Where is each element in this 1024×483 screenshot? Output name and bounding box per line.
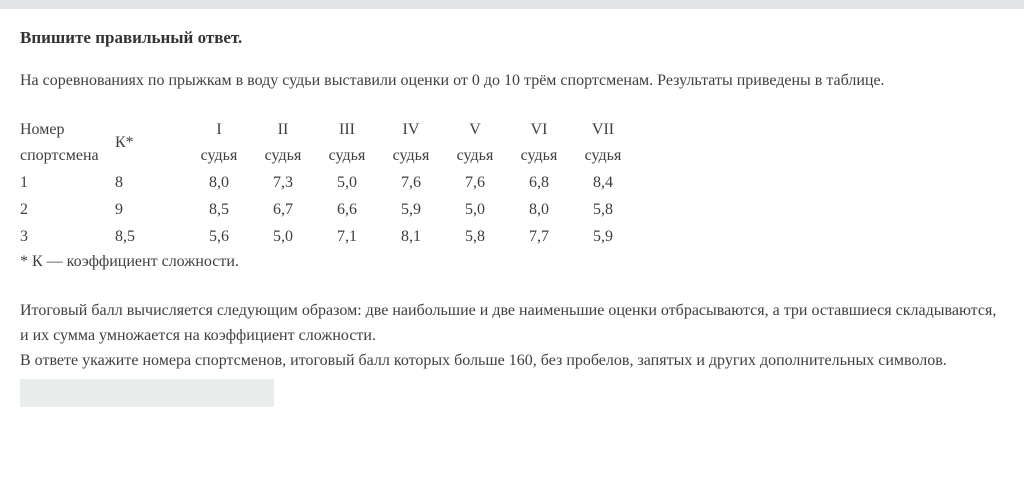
score-cell: 7,6 (465, 174, 485, 191)
score-cell: 6,6 (337, 201, 357, 218)
table-row: 3 8,5 5,6 5,0 7,1 8,1 5,8 7,7 5,9 (20, 223, 635, 250)
score-cell: 7,1 (337, 228, 357, 245)
score-cell: 6,8 (529, 174, 549, 191)
judge-numeral: VI (530, 121, 548, 138)
col-header-judge: VII судья (571, 117, 635, 169)
score-cell: 5,0 (337, 174, 357, 191)
judge-numeral: I (216, 121, 222, 138)
judge-label: судья (392, 147, 430, 164)
k-coefficient-cell: 9 (115, 201, 123, 218)
score-cell: 5,9 (401, 201, 421, 218)
col-header-judge: II судья (251, 117, 315, 169)
question-content: Впишите правильный ответ. На соревновани… (0, 9, 1024, 407)
score-cell: 5,6 (209, 228, 229, 245)
score-cell: 5,0 (465, 201, 485, 218)
score-cell: 6,7 (273, 201, 293, 218)
col-header-judge: VI судья (507, 117, 571, 169)
explanation-line: В ответе укажите номера спортсменов, ито… (20, 352, 947, 369)
score-cell: 5,9 (593, 228, 613, 245)
judge-label: судья (520, 147, 558, 164)
question-title: Впишите правильный ответ. (20, 28, 243, 47)
judge-numeral: VII (591, 121, 615, 138)
athlete-number-cell: 1 (20, 174, 28, 191)
athlete-number-cell: 2 (20, 201, 28, 218)
k-coefficient-cell: 8 (115, 174, 123, 191)
col-header-judge: IV судья (379, 117, 443, 169)
score-cell: 5,8 (465, 228, 485, 245)
top-bar (0, 0, 1024, 9)
explanation-line: и их сумма умножается на коэффициент сло… (20, 327, 376, 344)
score-cell: 8,0 (529, 201, 549, 218)
judge-numeral: II (277, 121, 289, 138)
col-header-athlete-number: Номер спортсмена (20, 121, 99, 164)
score-cell: 8,4 (593, 174, 613, 191)
judge-numeral: V (469, 121, 481, 138)
answer-input[interactable] (20, 379, 274, 407)
judge-label: судья (456, 147, 494, 164)
table-body: 1 8 8,0 7,3 5,0 7,6 7,6 6,8 8,4 2 9 8,5 6,7 6,6 5,9 5,0… (20, 169, 635, 250)
table-row: 2 9 8,5 6,7 6,6 5,9 5,0 8,0 5,8 (20, 196, 635, 223)
score-cell: 7,6 (401, 174, 421, 191)
col-header-judge: III судья (315, 117, 379, 169)
explanation: Итоговый балл вычисляется следующим обра… (20, 298, 1004, 373)
col-header-k-coefficient: К* (115, 134, 134, 151)
score-cell: 8,1 (401, 228, 421, 245)
judge-label: судья (200, 147, 238, 164)
score-cell: 8,0 (209, 174, 229, 191)
k-coefficient-cell: 8,5 (115, 228, 135, 245)
table-row: 1 8 8,0 7,3 5,0 7,6 7,6 6,8 8,4 (20, 169, 635, 196)
score-cell: 5,0 (273, 228, 293, 245)
judge-label: судья (584, 147, 622, 164)
score-cell: 7,7 (529, 228, 549, 245)
score-cell: 5,8 (593, 201, 613, 218)
judge-label: судья (264, 147, 302, 164)
judge-numeral: IV (402, 121, 420, 138)
intro-paragraph: На соревнованиях по прыжкам в воду судьи… (20, 72, 885, 89)
explanation-line: Итоговый балл вычисляется следующим обра… (20, 302, 997, 319)
score-cell: 7,3 (273, 174, 293, 191)
athlete-number-cell: 3 (20, 228, 28, 245)
table-footnote: * К — коэффициент сложности. (20, 253, 239, 270)
judge-numeral: III (339, 121, 355, 138)
judge-label: судья (328, 147, 366, 164)
score-cell: 8,5 (209, 201, 229, 218)
